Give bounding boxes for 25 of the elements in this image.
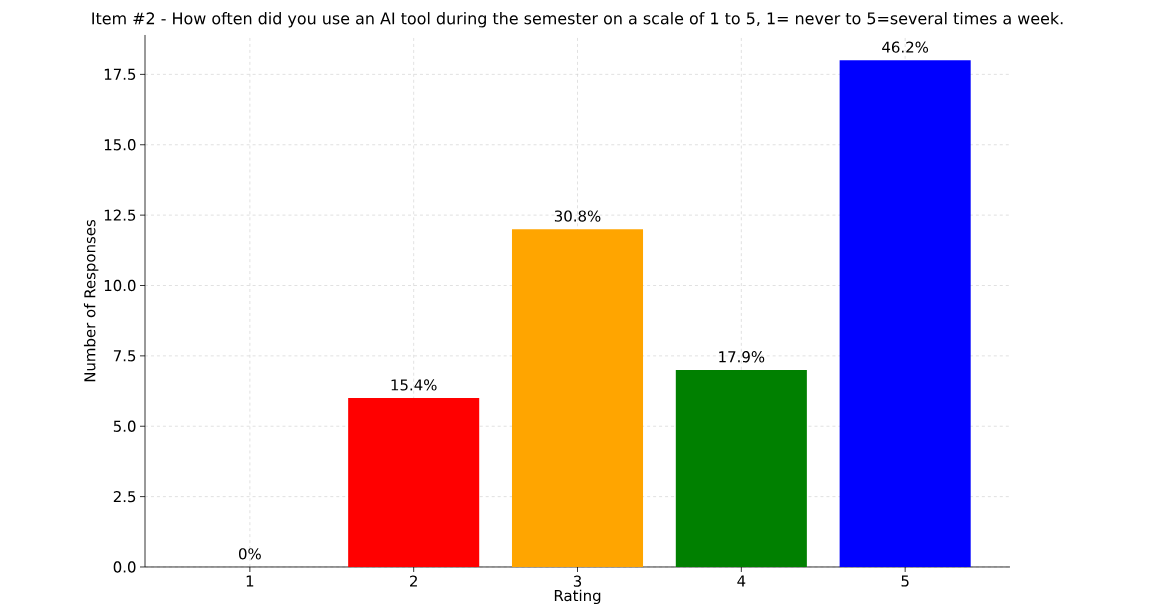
y-tick-label: 0.0	[113, 561, 136, 573]
annotation: 30.8%	[554, 210, 601, 222]
y-tick-label: 5.0	[113, 420, 136, 432]
bar	[348, 398, 480, 567]
y-tick-label: 10.0	[104, 279, 136, 292]
x-tick-label: 1	[246, 575, 254, 587]
bar	[839, 60, 971, 567]
bar	[675, 369, 807, 567]
x-tick-label: 2	[410, 575, 417, 587]
x-tick-label: 4	[737, 575, 746, 587]
annotation: 17.9%	[719, 351, 765, 363]
y-tick-label: 2.5	[113, 490, 136, 503]
y-tick-label: 7.5	[113, 350, 136, 362]
bar	[511, 229, 644, 567]
annotation: 0%	[238, 548, 261, 560]
y-axis-title: Number of Responses	[83, 219, 99, 382]
y-tick-label: 12.5	[104, 209, 136, 221]
x-tick-label: 5	[901, 575, 909, 587]
y-tick-label: 17.5	[104, 68, 136, 80]
annotation: 46.2%	[882, 41, 929, 53]
chart-title: Item #2 - How often did you use an AI tool during the semester on a scale of 1 to 5, 1= never to 5=several times a week.	[92, 12, 1063, 28]
y-tick-label: 15.0	[104, 139, 136, 151]
x-axis-title: Rating	[554, 589, 601, 605]
annotation: 15.4%	[391, 379, 437, 391]
x-tick-label: 3	[573, 575, 582, 587]
